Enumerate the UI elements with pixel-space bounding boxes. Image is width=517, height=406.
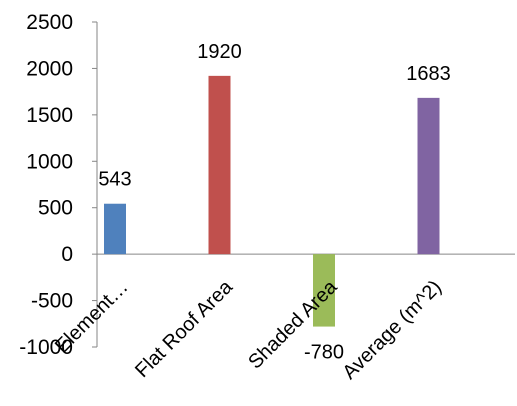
y-tick-label: -1000 (19, 336, 73, 359)
y-tick-label: 0 (61, 243, 73, 266)
data-label: 1683 (406, 63, 451, 85)
y-tick-label: 1500 (26, 104, 73, 127)
y-tick-label: 500 (38, 197, 73, 220)
bar (417, 97, 440, 255)
y-tick-label: 2000 (26, 57, 73, 80)
bar (104, 203, 126, 255)
bar (208, 75, 231, 255)
y-tick-label: 1000 (26, 150, 73, 173)
y-tick-label: -500 (31, 290, 73, 313)
data-label: -780 (304, 342, 344, 364)
data-label: 1920 (197, 41, 242, 63)
bar (313, 254, 335, 327)
x-category-label: Flat Roof Area (131, 276, 238, 383)
x-category-label: Average (m^2) (338, 276, 446, 384)
data-label: 543 (98, 169, 131, 191)
x-category-label: Element… (51, 276, 133, 358)
y-tick-label: 2500 (26, 11, 73, 34)
